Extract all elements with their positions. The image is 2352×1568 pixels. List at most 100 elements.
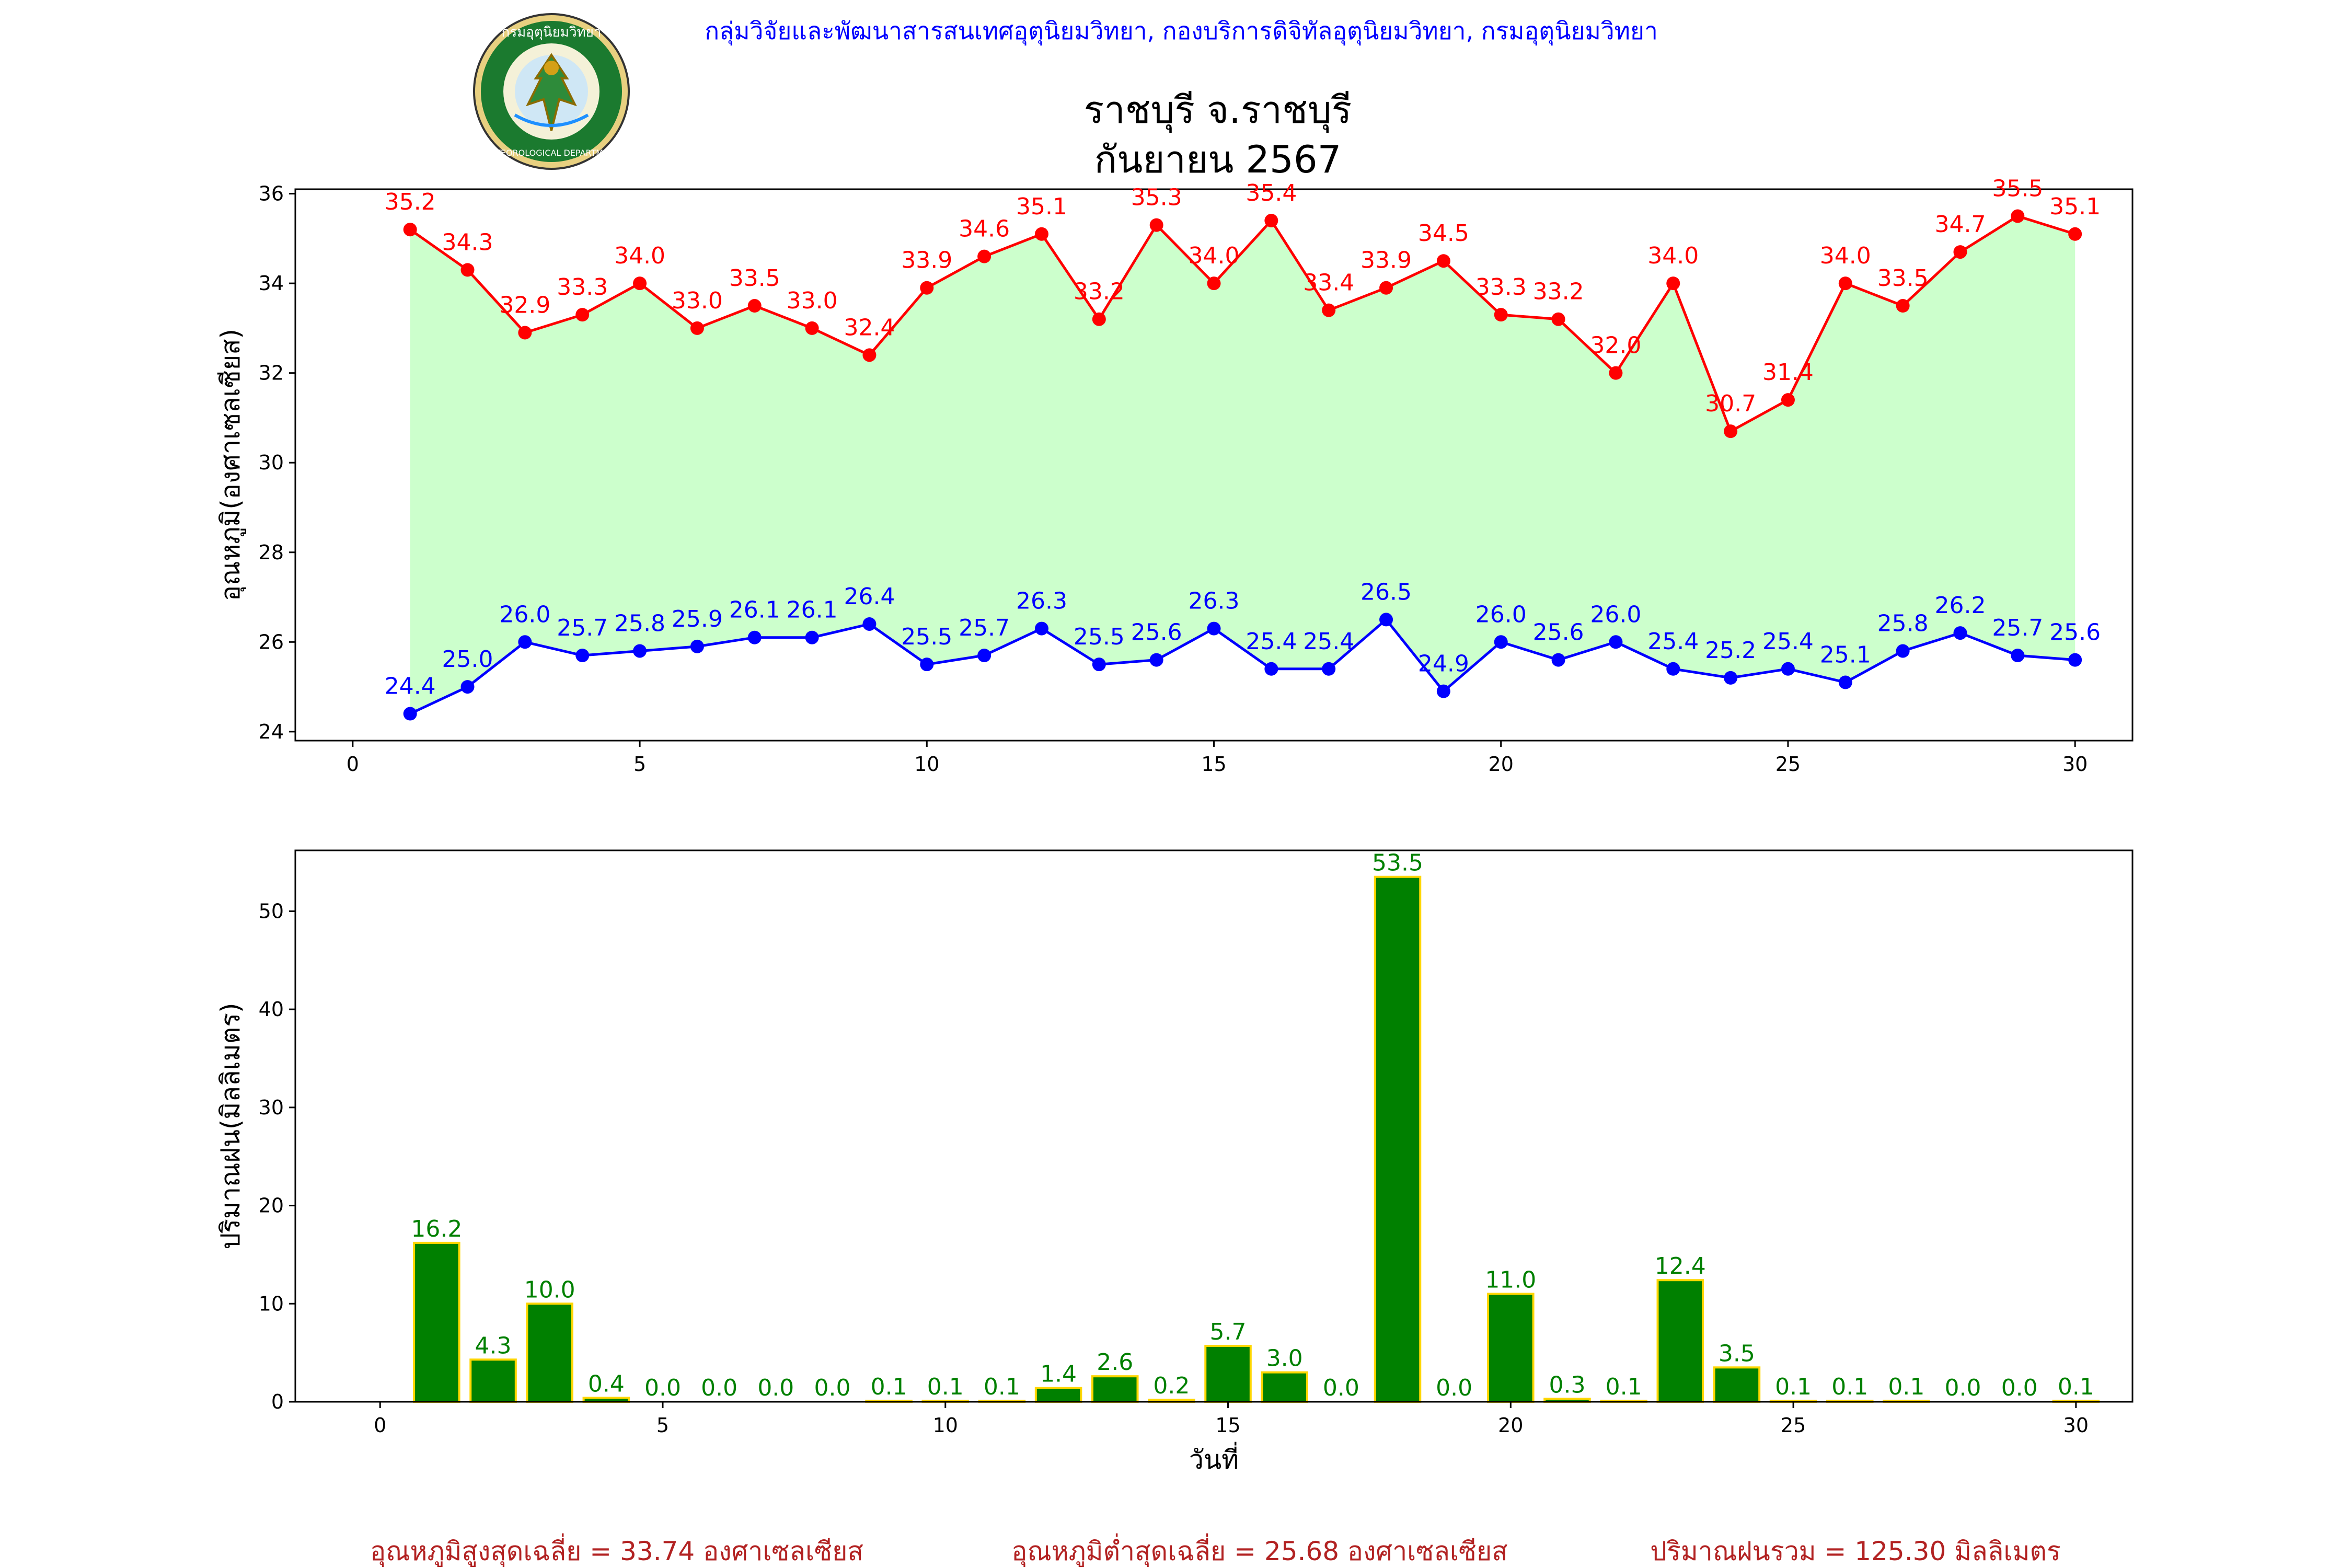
rainfall-bar [1261, 1371, 1308, 1403]
min-temp-point [575, 649, 590, 663]
max-temp-point [920, 281, 934, 295]
max-temp-point [1207, 276, 1221, 291]
rainfall-bar [1034, 1387, 1082, 1403]
temp-x-tick-label: 0 [347, 753, 359, 776]
min-temp-point [1953, 626, 1967, 640]
max-temp-label: 33.5 [1877, 265, 1929, 292]
max-temp-point [1551, 312, 1565, 326]
max-temp-label: 35.3 [1131, 185, 1182, 211]
rainfall-bar-label: 5.7 [1210, 1319, 1247, 1345]
rainfall-bar [1656, 1279, 1704, 1403]
max-temp-point [1092, 312, 1106, 326]
rainfall-bar-label: 0.1 [2058, 1374, 2094, 1400]
max-temp-point [805, 321, 819, 335]
rainfall-bar-label: 0.4 [588, 1370, 625, 1397]
max-temp-label: 32.0 [1590, 332, 1641, 359]
logo-text-top: กรมอุตุนิยมวิทยา [501, 25, 601, 40]
rainfall-bar [1713, 1366, 1761, 1403]
max-temp-label: 34.7 [1934, 211, 1986, 238]
min-temp-point [2011, 649, 2025, 663]
max-temp-point [460, 263, 475, 277]
min-temp-point [1092, 658, 1106, 672]
min-temp-point [920, 658, 934, 672]
min-temp-label: 25.8 [614, 610, 665, 637]
min-temp-point [1436, 684, 1450, 698]
rainfall-bar [526, 1302, 573, 1403]
max-temp-label: 33.0 [672, 287, 723, 314]
rainfall-bar-label: 0.1 [1831, 1374, 1868, 1400]
rainfall-bar-label: 0.0 [1436, 1375, 1472, 1401]
max-temp-label: 35.2 [385, 189, 436, 215]
max-temp-point [2011, 209, 2025, 223]
rainfall-bar [1091, 1375, 1139, 1403]
temp-y-tick-label: 34 [259, 272, 284, 295]
min-temp-point [1609, 635, 1623, 649]
max-temp-label: 33.5 [729, 265, 780, 292]
min-temp-label: 25.4 [1246, 628, 1297, 655]
min-temp-label: 26.2 [1934, 592, 1986, 619]
min-temp-label: 26.0 [499, 601, 550, 628]
rainfall-bar-label: 11.0 [1485, 1267, 1536, 1294]
max-temp-label: 30.7 [1705, 390, 1756, 417]
min-temp-label: 25.1 [1820, 641, 1871, 668]
temp-x-tick-label: 10 [914, 753, 939, 776]
temp-y-tick-label: 26 [259, 630, 284, 653]
min-temp-label: 25.5 [1074, 624, 1125, 650]
min-temp-label: 25.6 [2049, 619, 2101, 646]
temp-y-tick-label: 24 [259, 720, 284, 743]
temperature-range-fill [410, 216, 2076, 714]
rainfall-bar-label: 0.1 [1606, 1374, 1642, 1400]
max-temp-point [1838, 276, 1852, 291]
min-temp-point [747, 630, 762, 644]
min-temp-label: 26.1 [787, 597, 838, 624]
max-temp-label: 34.0 [1189, 243, 1240, 269]
min-temp-label: 25.0 [442, 646, 493, 673]
min-temp-point [1838, 675, 1852, 689]
min-temp-label: 24.9 [1418, 651, 1469, 677]
max-temp-point [1149, 218, 1163, 232]
max-temp-point [1322, 303, 1336, 317]
min-temp-label: 25.6 [1131, 619, 1182, 646]
rain-x-tick-label: 5 [656, 1414, 669, 1437]
max-temp-label: 33.2 [1074, 279, 1125, 305]
max-temp-point [1034, 227, 1048, 241]
min-temp-label: 26.3 [1016, 588, 1067, 615]
rainfall-bar-label: 16.2 [411, 1216, 462, 1242]
rainfall-plot-frame [294, 849, 2134, 1403]
min-temp-point [633, 644, 647, 658]
temp-y-tick-label: 28 [259, 541, 284, 564]
min-temp-point [460, 680, 475, 694]
max-temp-label: 33.9 [1361, 247, 1412, 274]
meteorological-department-logo: กรมอุตุนิยมวิทยา METEOROLOGICAL DEPARTME… [473, 13, 630, 170]
max-temp-point [690, 321, 704, 335]
min-temp-label: 26.0 [1590, 601, 1641, 628]
min-temp-point [1724, 671, 1738, 685]
rainfall-plot-background [295, 850, 2132, 1402]
min-temp-label: 25.7 [1992, 615, 2043, 641]
min-temp-label: 25.4 [1762, 628, 1814, 655]
temperature-y-axis-label: อุณหภูมิ(องศาเซลเซียส) [215, 329, 246, 601]
min-temp-label: 26.3 [1189, 588, 1240, 615]
min-temp-point [1666, 662, 1680, 676]
min-temp-point [977, 649, 991, 663]
max-temp-point [2068, 227, 2082, 241]
max-temp-point [518, 326, 532, 340]
avg-max-temp-text: อุณหภูมิสูงสุดเฉลี่ย = 33.74 องศาเซลเซีย… [370, 1534, 863, 1567]
rainfall-bar-label: 0.2 [1153, 1373, 1190, 1399]
min-temp-label: 26.4 [844, 583, 895, 610]
rain-x-tick-label: 10 [933, 1414, 958, 1437]
rain-y-tick-label: 0 [271, 1390, 284, 1413]
temp-y-tick-label: 36 [259, 182, 284, 205]
min-temp-point [1264, 662, 1278, 676]
max-temp-point [1436, 254, 1450, 268]
min-temp-point [403, 707, 417, 721]
max-temp-label: 32.4 [844, 314, 895, 341]
max-temp-label: 34.0 [614, 243, 665, 269]
min-temp-label: 24.4 [385, 673, 436, 700]
rain-x-tick-label: 15 [1215, 1414, 1240, 1437]
min-temp-label: 25.9 [672, 606, 723, 632]
max-temp-line [409, 214, 2076, 433]
rainfall-bar-label: 4.3 [475, 1332, 512, 1359]
rain-x-tick-label: 25 [1781, 1414, 1806, 1437]
